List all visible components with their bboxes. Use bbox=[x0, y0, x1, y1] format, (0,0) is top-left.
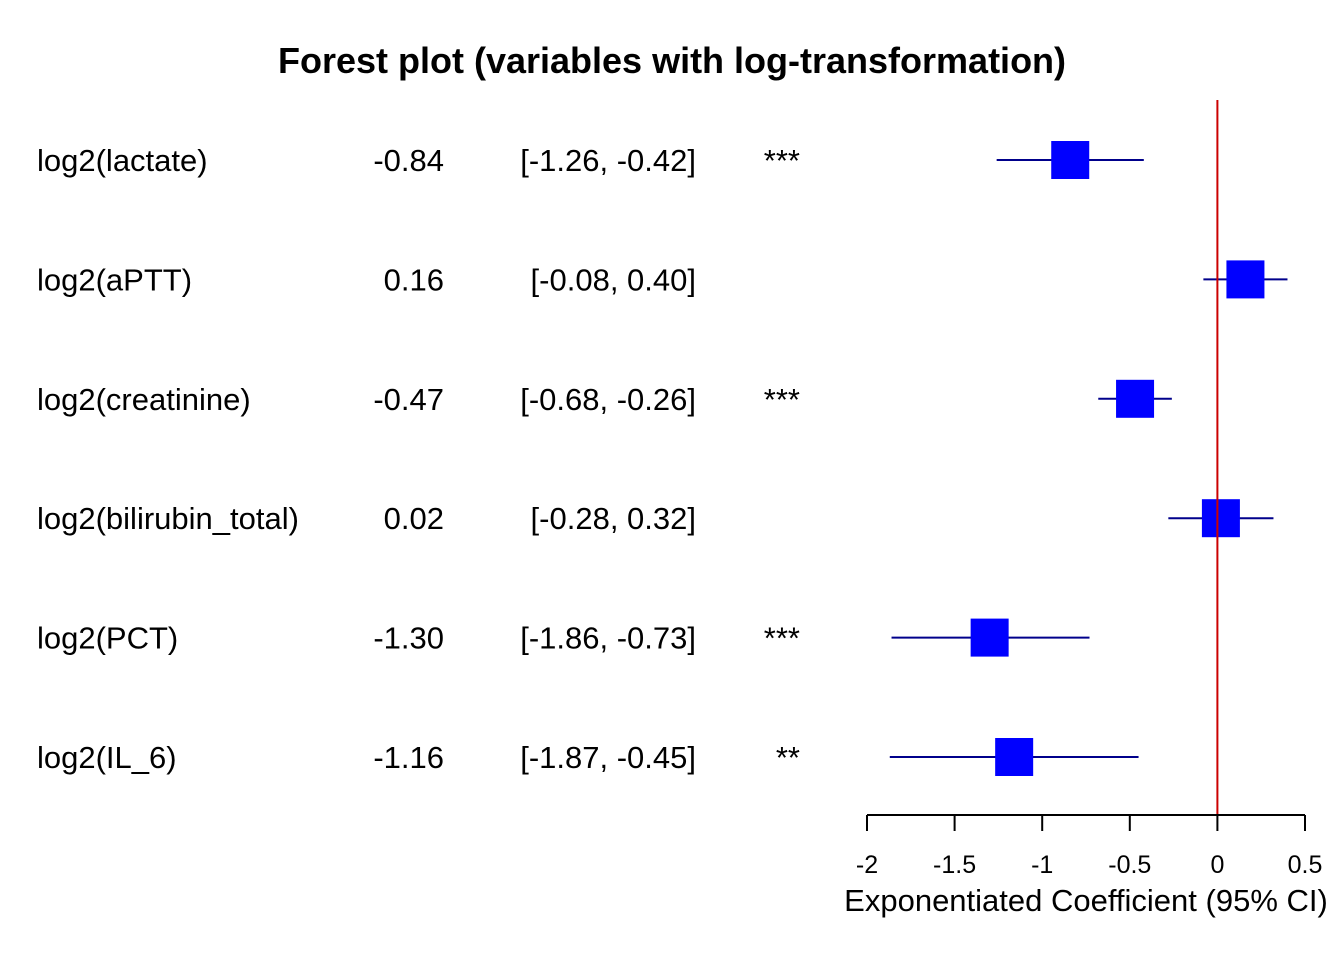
estimate-value: -1.30 bbox=[373, 621, 444, 656]
x-tick-label: 0.5 bbox=[1288, 851, 1323, 879]
estimate-marker bbox=[970, 618, 1009, 657]
row-label: log2(PCT) bbox=[37, 621, 178, 656]
ci-text: [-1.26, -0.42] bbox=[520, 143, 696, 178]
significance-stars: *** bbox=[764, 382, 800, 417]
row-label: log2(aPTT) bbox=[37, 262, 192, 297]
chart-title: Forest plot (variables with log-transfor… bbox=[278, 40, 1066, 81]
ci-text: [-1.86, -0.73] bbox=[520, 621, 696, 656]
x-tick-label: -0.5 bbox=[1108, 851, 1151, 879]
row-label: log2(lactate) bbox=[37, 143, 208, 178]
estimate-marker bbox=[1226, 260, 1265, 299]
ci-text: [-0.08, 0.40] bbox=[531, 262, 696, 297]
row-label: log2(bilirubin_total) bbox=[37, 501, 299, 536]
estimate-marker bbox=[1116, 379, 1155, 418]
estimate-value: -0.84 bbox=[373, 143, 444, 178]
estimate-marker bbox=[995, 738, 1034, 776]
x-tick-label: -2 bbox=[856, 851, 878, 879]
row-label: log2(IL_6) bbox=[37, 740, 177, 775]
x-tick-label: 0 bbox=[1210, 851, 1224, 879]
ci-text: [-0.68, -0.26] bbox=[520, 382, 696, 417]
forest-rows: log2(lactate) -0.84 [-1.26, -0.42] ***log2(… bbox=[37, 141, 1288, 776]
forest-row: log2(lactate) -0.84 [-1.26, -0.42] *** bbox=[37, 141, 1144, 179]
forest-row: log2(PCT) -1.30 [-1.86, -0.73] *** bbox=[37, 618, 1090, 657]
x-axis-label: Exponentiated Coefficient (95% CI) bbox=[844, 883, 1328, 918]
row-label: log2(creatinine) bbox=[37, 382, 251, 417]
significance-stars: *** bbox=[764, 143, 800, 178]
estimate-marker bbox=[1201, 499, 1240, 538]
estimate-value: 0.16 bbox=[384, 262, 444, 297]
forest-row: log2(aPTT) 0.16 [-0.08, 0.40] bbox=[37, 260, 1288, 299]
ci-text: [-1.87, -0.45] bbox=[520, 740, 696, 775]
estimate-value: -0.47 bbox=[373, 382, 444, 417]
forest-row: log2(bilirubin_total) 0.02 [-0.28, 0.32] bbox=[37, 499, 1274, 538]
estimate-marker bbox=[1051, 141, 1090, 179]
estimate-value: -1.16 bbox=[373, 740, 444, 775]
x-tick-label: -1 bbox=[1031, 851, 1053, 879]
significance-stars: *** bbox=[764, 621, 800, 656]
estimate-value: 0.02 bbox=[384, 501, 444, 536]
forest-row: log2(IL_6) -1.16 [-1.87, -0.45] ** bbox=[37, 738, 1139, 776]
forest-row: log2(creatinine) -0.47 [-0.68, -0.26] *** bbox=[37, 379, 1172, 418]
x-tick-label: -1.5 bbox=[933, 851, 976, 879]
x-axis: -2 -1.5 -1 -0.5 0 0.5 bbox=[856, 814, 1323, 879]
significance-stars: ** bbox=[776, 740, 800, 775]
ci-text: [-0.28, 0.32] bbox=[531, 501, 696, 536]
